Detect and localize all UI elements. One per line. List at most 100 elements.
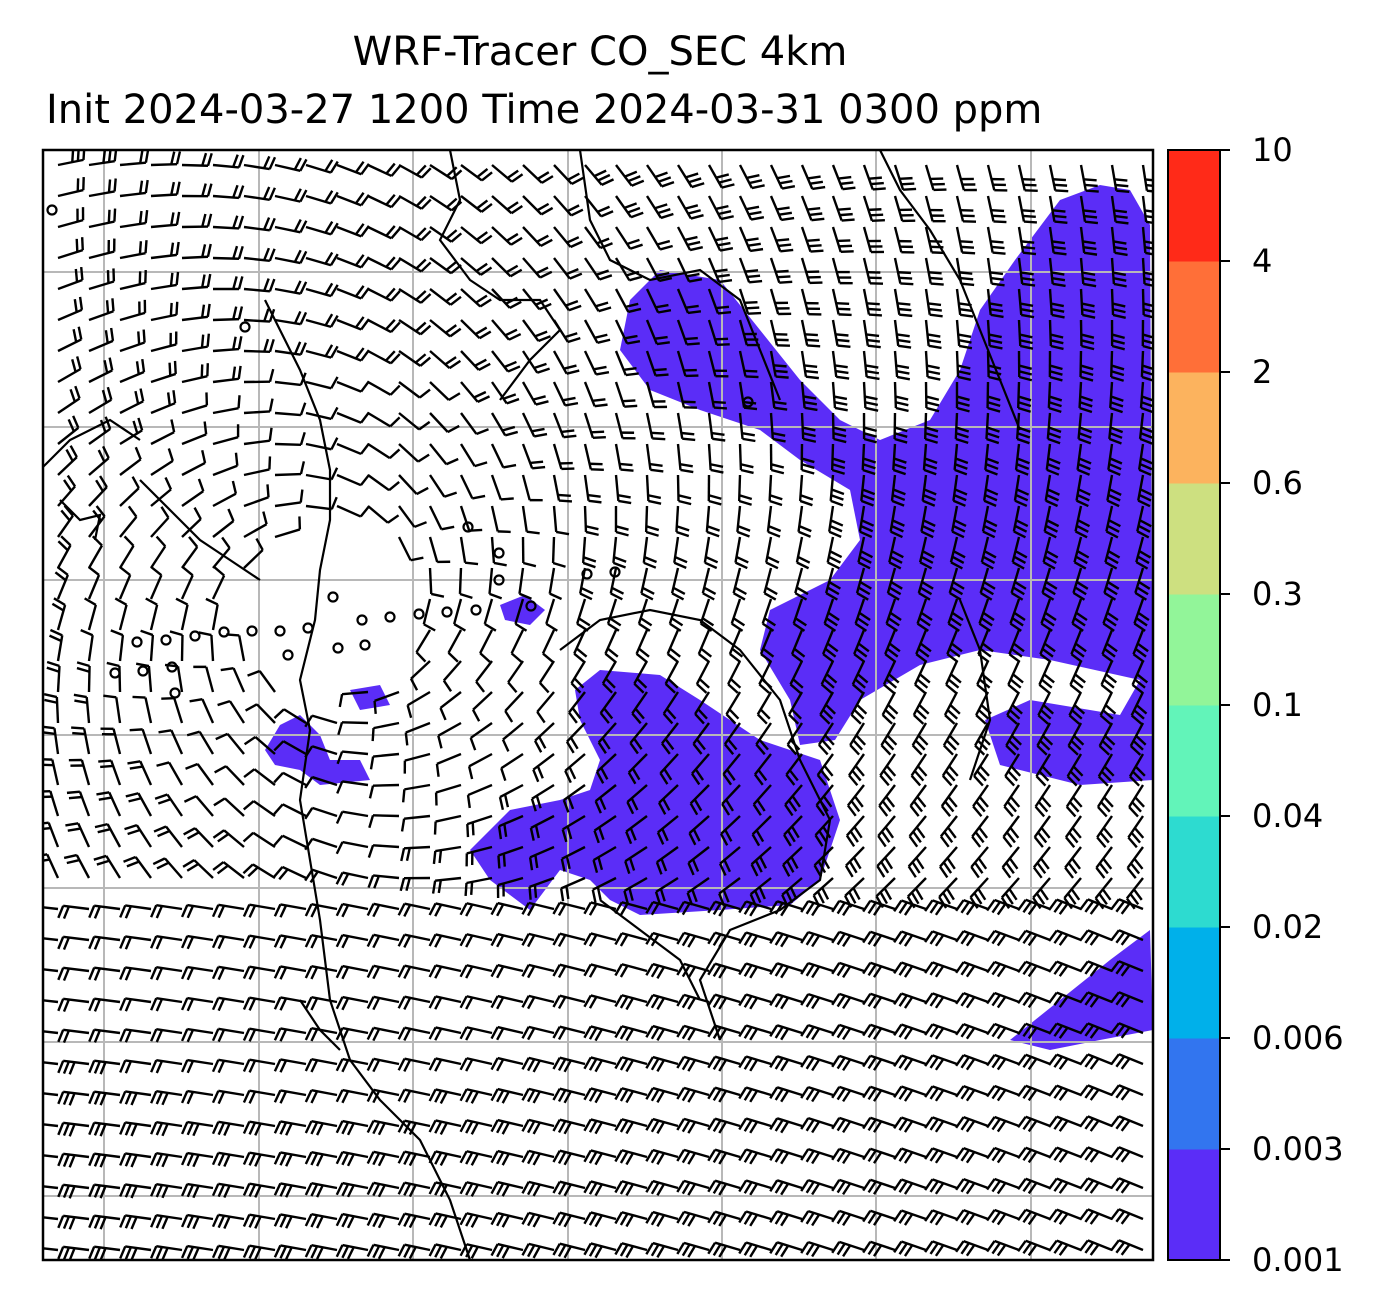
wind-barb bbox=[428, 1212, 462, 1228]
tracer-plume-southeast bbox=[1010, 930, 1153, 1050]
wind-barb bbox=[1110, 319, 1126, 351]
wind-barb bbox=[893, 1023, 927, 1040]
wind-barb bbox=[398, 225, 432, 242]
wind-barb bbox=[273, 708, 307, 725]
wind-barb bbox=[118, 535, 135, 569]
wind-barb bbox=[645, 257, 673, 283]
wind-barb bbox=[114, 597, 128, 631]
calm-wind-circle bbox=[384, 611, 396, 623]
wind-barb bbox=[305, 467, 339, 481]
wind-barb bbox=[336, 442, 370, 456]
wind-barb bbox=[1017, 164, 1038, 193]
colorbar-segment bbox=[1168, 261, 1220, 373]
wind-barb bbox=[800, 443, 815, 475]
wind-barb bbox=[429, 257, 462, 275]
wind-barb bbox=[43, 853, 60, 879]
wind-barb bbox=[645, 900, 679, 916]
wind-barb bbox=[1017, 1053, 1051, 1071]
wind-barb bbox=[1126, 846, 1144, 879]
wind-barb bbox=[822, 629, 839, 663]
wind-barb bbox=[521, 1242, 555, 1259]
wind-barb bbox=[273, 740, 307, 756]
wind-barb bbox=[920, 505, 936, 539]
wind-barb bbox=[397, 964, 431, 979]
wind-barb bbox=[57, 1245, 90, 1260]
wind-barb bbox=[88, 997, 121, 1012]
wind-barb bbox=[893, 195, 916, 223]
wind-barb bbox=[552, 350, 580, 375]
wind-barb bbox=[242, 1182, 276, 1198]
wind-barb bbox=[955, 899, 989, 916]
wind-barb bbox=[274, 372, 307, 387]
wind-barb bbox=[57, 237, 84, 260]
wind-barb bbox=[220, 666, 246, 693]
wind-barb bbox=[986, 898, 1020, 916]
wind-barb bbox=[46, 660, 61, 693]
wind-barb bbox=[533, 722, 555, 753]
wind-barb bbox=[211, 996, 245, 1012]
wind-barb bbox=[273, 903, 307, 918]
wind-barb bbox=[304, 745, 338, 758]
wind-barb bbox=[522, 164, 554, 184]
wind-barb bbox=[730, 598, 746, 632]
wind-barb bbox=[491, 381, 520, 405]
wind-barb bbox=[924, 899, 958, 916]
wind-barb bbox=[800, 319, 821, 348]
wind-barb bbox=[181, 421, 208, 446]
wind-barb bbox=[428, 1026, 462, 1041]
wind-barb bbox=[862, 930, 896, 947]
wind-barb bbox=[242, 831, 276, 849]
wind-barb bbox=[1079, 1084, 1113, 1101]
wind-barb bbox=[645, 1024, 679, 1041]
wind-barb bbox=[769, 443, 785, 475]
wind-barb bbox=[460, 288, 492, 308]
wind-barb bbox=[242, 1058, 276, 1073]
wind-barb bbox=[800, 257, 823, 285]
wind-barb bbox=[924, 288, 943, 318]
wind-barb bbox=[687, 846, 710, 876]
wind-barb bbox=[466, 783, 493, 809]
wind-barb bbox=[490, 1025, 524, 1041]
wind-barb bbox=[335, 840, 369, 855]
wind-barb bbox=[769, 412, 786, 443]
wind-barb bbox=[428, 1057, 462, 1072]
wind-barb bbox=[676, 1055, 710, 1072]
wind-barb bbox=[858, 505, 875, 539]
wind-barb bbox=[180, 1058, 214, 1074]
wind-barb bbox=[180, 1182, 214, 1199]
wind-barb bbox=[885, 598, 902, 632]
wind-barb bbox=[552, 1087, 586, 1104]
map-frame bbox=[41, 148, 1155, 1262]
wind-barb bbox=[1046, 412, 1062, 445]
wind-barb bbox=[88, 445, 110, 476]
wind-barb bbox=[119, 1090, 152, 1106]
calm-wind-circle bbox=[239, 321, 251, 333]
wind-barb bbox=[274, 489, 304, 508]
wind-barb bbox=[57, 904, 90, 920]
wind-barb bbox=[119, 358, 146, 384]
wind-barb bbox=[305, 221, 339, 236]
wind-barb bbox=[817, 722, 835, 756]
wind-barb bbox=[521, 474, 543, 502]
wind-barb bbox=[893, 226, 915, 254]
wind-barb bbox=[862, 412, 877, 444]
calm-wind-circle bbox=[274, 625, 286, 637]
wind-barb bbox=[955, 381, 970, 413]
wind-barb bbox=[769, 1241, 803, 1258]
wind-barb bbox=[491, 319, 522, 341]
wind-barb bbox=[335, 1212, 369, 1229]
wind-barb bbox=[800, 350, 819, 380]
wind-barb bbox=[335, 1088, 369, 1104]
colorbar-tick-label: 10 bbox=[1252, 131, 1293, 169]
wind-barb bbox=[893, 1240, 927, 1257]
wind-barb bbox=[366, 1181, 400, 1198]
wind-barb bbox=[893, 288, 913, 318]
colorbar-segment bbox=[1168, 705, 1220, 817]
wind-barb bbox=[304, 1027, 338, 1042]
wind-barb bbox=[181, 363, 210, 384]
wind-barb bbox=[406, 690, 431, 719]
wind-barb bbox=[670, 567, 686, 601]
wind-barb bbox=[890, 474, 906, 507]
wind-barb bbox=[336, 347, 370, 362]
wind-barb bbox=[862, 1209, 896, 1226]
